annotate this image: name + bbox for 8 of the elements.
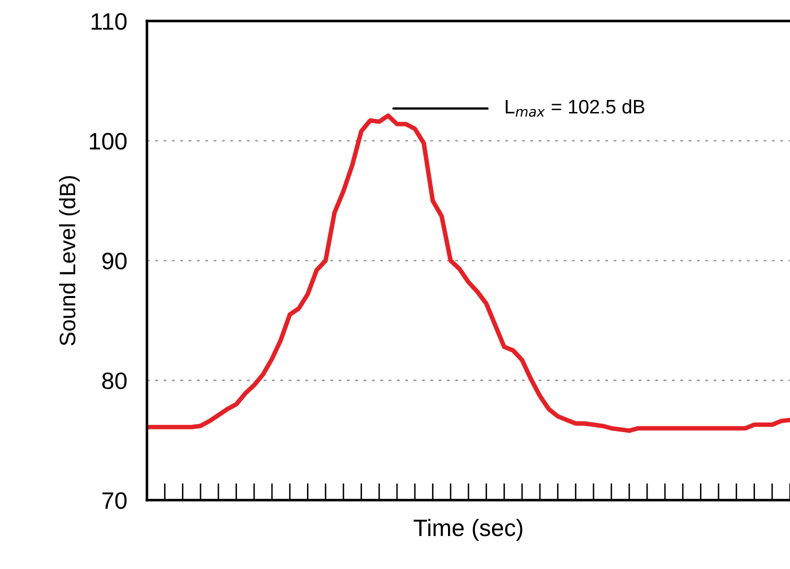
y-tick-label: 110 (92, 13, 127, 30)
y-tick-label: 80 (102, 372, 127, 390)
y-axis-title: Sound Level (dB) (59, 176, 80, 346)
annotation: L$_{max}$ = 102.5 dB (506, 99, 644, 117)
y-tick-label: 90 (102, 252, 127, 270)
y-tick-label: 70 (102, 492, 127, 509)
x-axis-title: Time (sec) (414, 518, 522, 541)
y-tick-label: 100 (90, 132, 127, 150)
